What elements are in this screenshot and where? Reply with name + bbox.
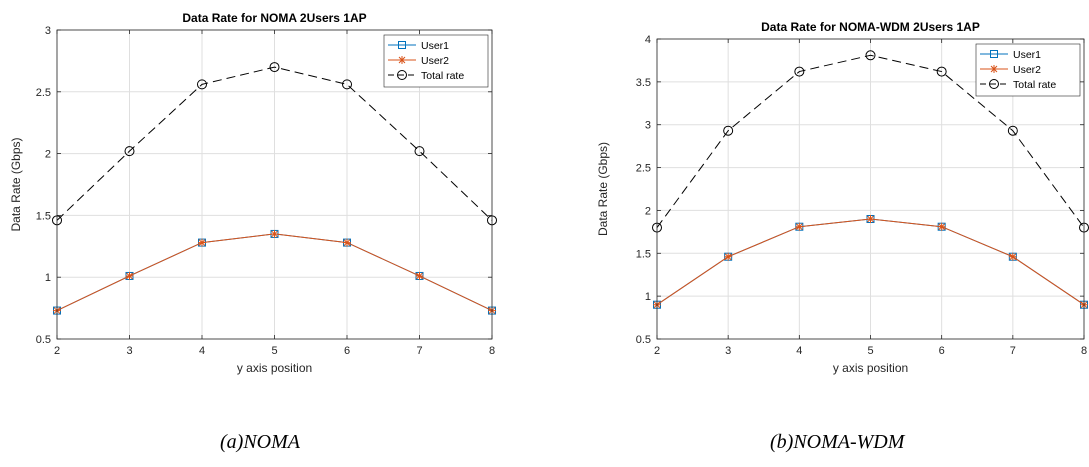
noma-wdm-legend-marker-0 [990, 50, 998, 58]
noma-wdm-legend: User1 User2 Total rate [975, 43, 1081, 97]
noma-x-tick-label: 8 [489, 345, 495, 357]
noma-legend-label-1: User2 [421, 55, 449, 67]
noma-wdm-y-tick-label: 2.5 [636, 163, 651, 175]
noma-x-tick-label: 4 [199, 345, 205, 357]
noma-data-point-1-5 [415, 271, 424, 280]
noma-wdm-x-tick-label: 3 [725, 345, 731, 357]
noma-wdm-legend-label-2: Total rate [1013, 79, 1056, 91]
noma-wdm-data-point-2-4 [936, 66, 947, 77]
noma-x-tick-label: 7 [416, 345, 422, 357]
caption-noma-wdm: (b)NOMA-WDM [770, 431, 905, 453]
noma-wdm-data-point-2-5 [1007, 125, 1018, 136]
noma-wdm-x-tick-label: 6 [939, 345, 945, 357]
noma-y-tick-label: 1.5 [36, 210, 51, 222]
noma-legend-label-2: Total rate [421, 70, 464, 82]
noma-wdm-y-tick-label: 3.5 [636, 77, 651, 89]
noma-legend: User1 User2 Total rate [383, 34, 489, 88]
noma-data-point-1-4 [343, 238, 351, 247]
noma-wdm-chart: 2 3 4 5 6 7 8 0.5 1 1.5 2 2.5 3 3.5 4 Data Rate for NOM… [596, 20, 1089, 375]
noma-wdm-x-axis-label: y axis position [833, 361, 908, 375]
noma-wdm-y-tick-label: 4 [645, 34, 651, 46]
noma-legend-label-0: User1 [421, 40, 449, 52]
noma-wdm-y-tick-label: 3 [645, 120, 651, 132]
noma-data-point-2-4 [342, 79, 352, 90]
noma-y-tick-label: 3 [45, 25, 51, 37]
noma-y-tick-label: 2 [45, 149, 51, 161]
noma-wdm-y-tick-label: 2 [645, 205, 651, 217]
noma-data-point-1-2 [198, 238, 206, 247]
noma-wdm-series-line-2 [656, 54, 1085, 228]
noma-y-tick-label: 0.5 [36, 334, 51, 346]
noma-x-tick-label: 6 [344, 345, 350, 357]
noma-y-tick-label: 2.5 [36, 87, 51, 99]
noma-wdm-legend-marker-2 [989, 79, 999, 89]
noma-wdm-data-point-1-2 [795, 222, 804, 231]
noma-x-tick-label: 2 [54, 345, 60, 357]
chart-panel-noma: 2 3 4 5 6 7 8 0.5 1 1.5 2 2.5 3 Data Rate for NOMA 2U… [0, 0, 520, 420]
noma-wdm-y-tick-label: 0.5 [636, 334, 651, 346]
noma-wdm-x-tick-label: 4 [796, 345, 802, 357]
noma-series-2 [52, 62, 497, 226]
noma-y-axis-label: Data Rate (Gbps) [9, 137, 23, 231]
noma-data-point-1-1 [125, 271, 134, 280]
noma-wdm-title: Data Rate for NOMA-WDM 2Users 1AP [761, 20, 980, 34]
noma-wdm-x-tick-label: 8 [1081, 345, 1087, 357]
noma-x-tick-label: 3 [126, 345, 132, 357]
noma-wdm-x-tick-label: 7 [1010, 345, 1016, 357]
noma-legend-marker-1 [398, 56, 406, 64]
noma-wdm-data-point-1-5 [1008, 252, 1017, 261]
chart-panel-noma-wdm: 2 3 4 5 6 7 8 0.5 1 1.5 2 2.5 3 3.5 4 Data Rate for NOM… [569, 0, 1089, 420]
noma-data-point-2-3 [269, 62, 280, 73]
noma-data-point-2-5 [414, 146, 425, 157]
noma-x-axis-label: y axis position [237, 361, 312, 375]
noma-data-point-2-2 [197, 79, 207, 90]
noma-wdm-data-point-2-3 [865, 50, 876, 61]
noma-wdm-legend-marker-1 [990, 65, 998, 73]
noma-wdm-data-point-2-1 [723, 125, 734, 136]
noma-wdm-x-tick-label: 2 [654, 345, 660, 357]
noma-legend-marker-2 [397, 70, 407, 80]
noma-wdm-x-tick-label: 5 [867, 345, 873, 357]
noma-wdm-data-point-1-3 [866, 215, 875, 223]
noma-wdm-legend-label-1: User2 [1013, 64, 1041, 76]
noma-wdm-y-axis-label: Data Rate (Gbps) [596, 142, 610, 236]
noma-wdm-y-tick-label: 1 [645, 291, 651, 303]
noma-wdm-legend-label-0: User1 [1013, 49, 1041, 61]
noma-wdm-data-point-2-2 [794, 66, 805, 77]
noma-data-point-2-1 [124, 146, 135, 157]
caption-noma: (a)NOMA [220, 431, 300, 453]
noma-wdm-data-point-1-4 [937, 222, 946, 231]
noma-y-tick-label: 1 [45, 272, 51, 284]
noma-chart: 2 3 4 5 6 7 8 0.5 1 1.5 2 2.5 3 Data Rate for NOMA 2U… [9, 11, 497, 375]
noma-legend-marker-0 [398, 41, 406, 49]
noma-wdm-data-point-1-1 [724, 252, 733, 261]
noma-wdm-y-tick-label: 1.5 [636, 248, 651, 260]
noma-data-point-1-3 [270, 229, 279, 238]
noma-x-tick-label: 5 [271, 345, 277, 357]
noma-series-line-2 [56, 66, 493, 221]
noma-title: Data Rate for NOMA 2Users 1AP [182, 11, 366, 25]
